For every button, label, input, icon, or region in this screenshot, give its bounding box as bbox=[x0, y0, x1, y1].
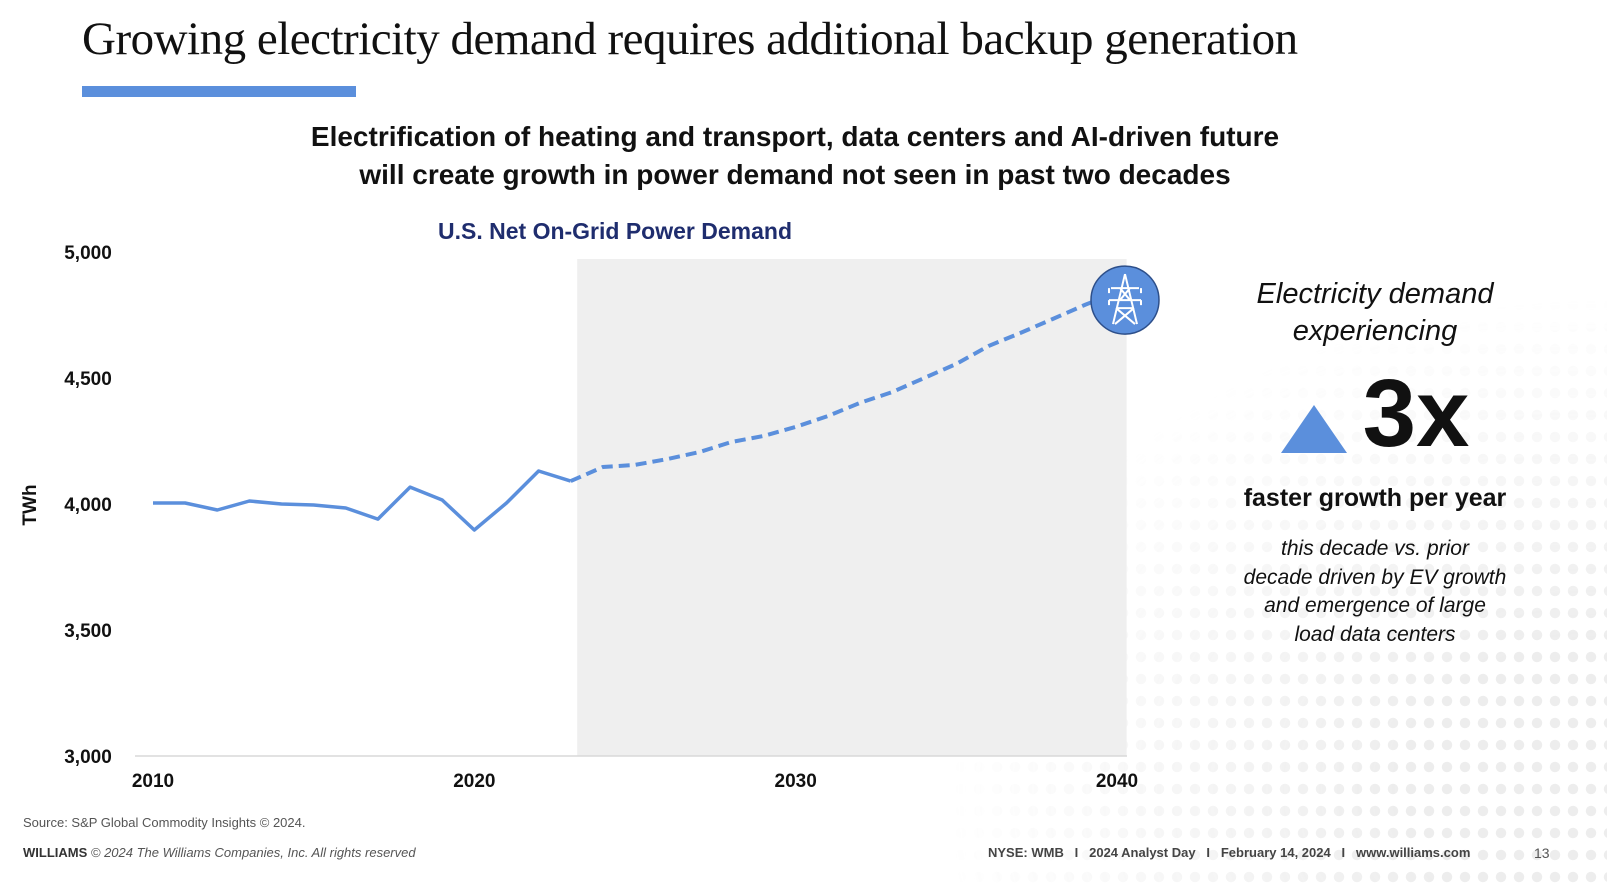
page-number: 13 bbox=[1534, 845, 1550, 861]
callout-line: Electricity demand bbox=[1256, 278, 1494, 310]
slide-subtitle: Electrification of heating and transport… bbox=[200, 118, 1390, 194]
transmission-tower-icon bbox=[1090, 265, 1160, 335]
chart-title: U.S. Net On-Grid Power Demand bbox=[438, 218, 792, 244]
triangle-up-icon bbox=[1280, 405, 1347, 453]
detail-line: and emergence of large bbox=[1264, 594, 1486, 617]
y-tick-label: 4,500 bbox=[64, 369, 112, 390]
callout-detail: this decade vs. prior decade driven by E… bbox=[1200, 535, 1550, 649]
y-axis-label: TWh bbox=[20, 484, 41, 525]
footer-brand: WILLIAMS bbox=[23, 845, 88, 860]
series-historical-line bbox=[153, 469, 572, 532]
y-tick-label: 5,000 bbox=[64, 243, 112, 264]
slide-title: Growing electricity demand requires addi… bbox=[82, 13, 1298, 65]
footer-copyright: WILLIAMS © 2024 The Williams Companies, … bbox=[23, 845, 416, 860]
footer-info: NYSE: WMB I 2024 Analyst Day I February … bbox=[988, 845, 1471, 860]
source-note: Source: S&P Global Commodity Insights © … bbox=[23, 815, 306, 830]
callout-line: experiencing bbox=[1292, 315, 1458, 347]
y-tick-label: 3,500 bbox=[64, 621, 112, 642]
x-tick-label: 2020 bbox=[453, 771, 495, 792]
demand-chart: U.S. Net On-Grid Power Demand TWh 3,000 3… bbox=[20, 218, 1160, 792]
forecast-shade bbox=[577, 259, 1127, 756]
x-tick-label: 2030 bbox=[775, 771, 817, 792]
detail-line: this decade vs. prior bbox=[1281, 537, 1469, 560]
detail-line: decade driven by EV growth bbox=[1243, 565, 1507, 589]
series-forecast-line bbox=[569, 290, 1118, 483]
y-tick-label: 4,000 bbox=[64, 495, 112, 516]
subtitle-line: will create growth in power demand not s… bbox=[359, 159, 1231, 190]
x-tick-label: 2040 bbox=[1096, 771, 1138, 792]
growth-multiplier: 3x bbox=[1362, 360, 1470, 467]
subtitle-line: Electrification of heating and transport… bbox=[310, 121, 1280, 152]
callout-headline: faster growth per year bbox=[1243, 484, 1507, 512]
y-tick-label: 3,000 bbox=[64, 747, 112, 768]
footer-copyright-text: © 2024 The Williams Companies, Inc. All … bbox=[87, 845, 416, 860]
detail-line: load data centers bbox=[1294, 622, 1456, 646]
growth-callout: Electricity demand experiencing 3x faste… bbox=[1200, 276, 1550, 649]
title-accent-bar bbox=[82, 86, 356, 97]
x-tick-label: 2010 bbox=[132, 771, 174, 792]
